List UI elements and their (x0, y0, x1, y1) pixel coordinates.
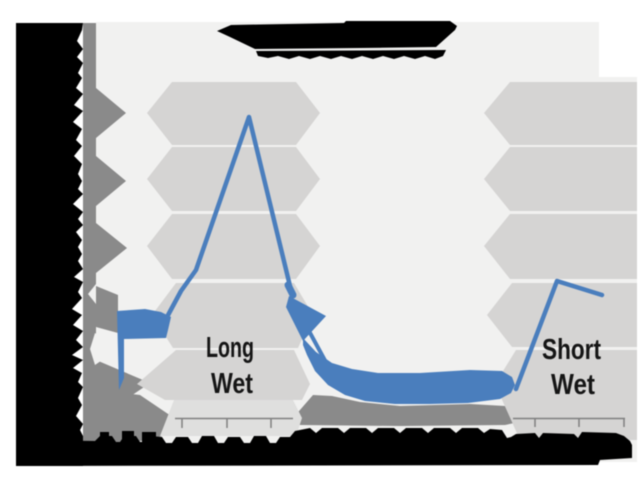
svg-text:Wet: Wet (551, 369, 595, 401)
svg-text:Short: Short (542, 334, 601, 366)
svg-text:Long: Long (206, 332, 254, 364)
svg-text:Wet: Wet (211, 368, 253, 400)
